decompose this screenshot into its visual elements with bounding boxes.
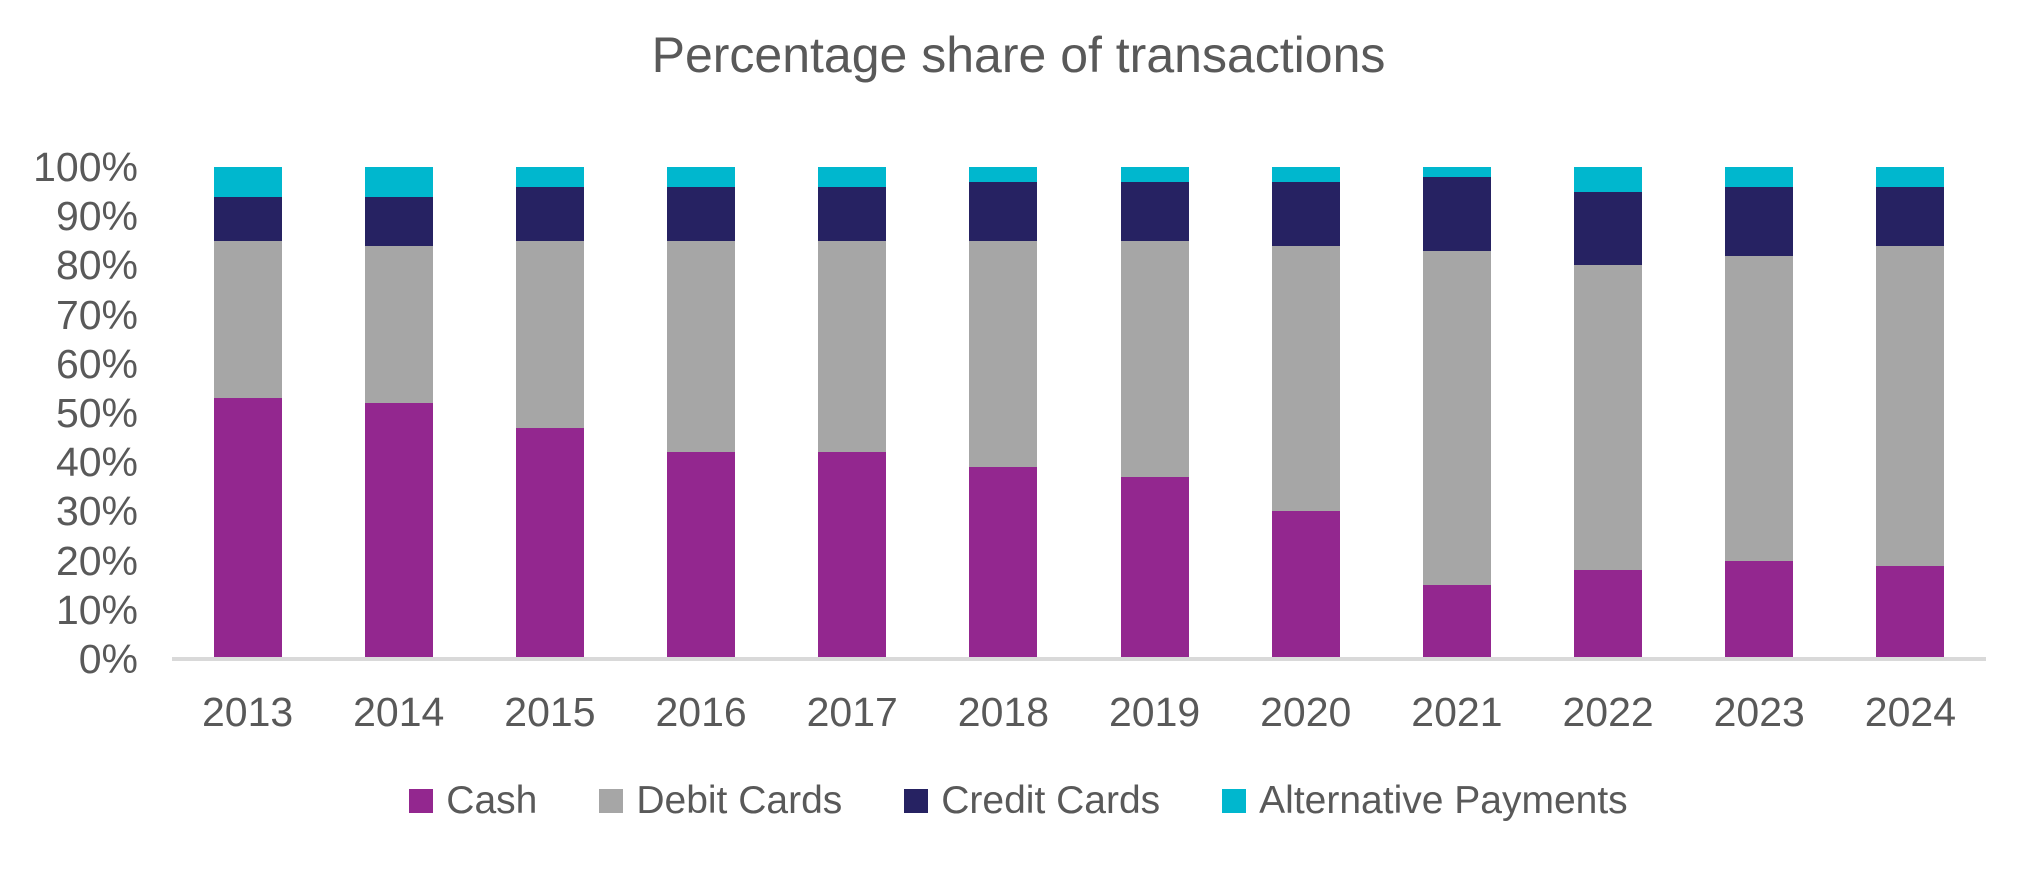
bar-2014 xyxy=(364,167,433,659)
bar-2018 xyxy=(969,167,1038,659)
segment-debit-cards-2017 xyxy=(818,240,887,453)
y-tick-70%: 70% xyxy=(55,291,138,338)
segment-debit-cards-2021 xyxy=(1422,250,1491,586)
segment-cash-2024 xyxy=(1876,565,1945,659)
segment-cash-2022 xyxy=(1574,570,1643,659)
segment-alternative-payments-2013 xyxy=(213,167,282,197)
segment-alternative-payments-2017 xyxy=(818,167,887,187)
x-tick-2015: 2015 xyxy=(504,689,596,735)
y-tick-40%: 40% xyxy=(55,439,138,486)
segment-debit-cards-2020 xyxy=(1271,245,1340,512)
segment-cash-2015 xyxy=(515,427,584,659)
legend-label-alternative-payments: Alternative Payments xyxy=(1259,779,1628,822)
x-tick-2013: 2013 xyxy=(201,689,294,735)
segment-credit-cards-2014 xyxy=(364,196,433,246)
x-tick-2024: 2024 xyxy=(1864,689,1957,735)
segment-cash-2014 xyxy=(364,403,433,659)
segment-credit-cards-2020 xyxy=(1271,181,1340,246)
segment-cash-2018 xyxy=(969,467,1038,659)
x-tick-2014: 2014 xyxy=(353,689,445,735)
segment-debit-cards-2023 xyxy=(1725,255,1794,561)
bar-2020 xyxy=(1271,167,1340,659)
segment-credit-cards-2022 xyxy=(1574,191,1643,266)
segment-debit-cards-2022 xyxy=(1574,265,1643,571)
x-tick-2020: 2020 xyxy=(1260,689,1352,735)
segment-credit-cards-2017 xyxy=(818,186,887,241)
y-tick-20%: 20% xyxy=(55,537,138,584)
y-tick-30%: 30% xyxy=(55,488,138,535)
y-tick-80%: 80% xyxy=(55,242,138,289)
segment-credit-cards-2024 xyxy=(1876,186,1945,246)
legend-item-credit-cards: Credit Cards xyxy=(904,779,1160,823)
segment-debit-cards-2013 xyxy=(213,240,282,399)
legend: Cash Debit Cards Credit Cards Alternative P… xyxy=(0,779,2037,823)
segment-alternative-payments-2014 xyxy=(364,167,433,197)
x-tick-2018: 2018 xyxy=(957,689,1050,735)
y-tick-0%: 0% xyxy=(78,636,138,682)
bar-2019 xyxy=(1120,167,1189,659)
segment-cash-2013 xyxy=(213,398,282,659)
segment-debit-cards-2015 xyxy=(515,240,584,428)
segment-alternative-payments-2021 xyxy=(1422,167,1491,177)
y-tick-60%: 60% xyxy=(55,340,138,387)
bar-2022 xyxy=(1574,167,1643,659)
bar-2024 xyxy=(1876,167,1945,659)
legend-label-credit-cards: Credit Cards xyxy=(941,779,1161,822)
legend-label-cash: Cash xyxy=(446,779,538,822)
segment-credit-cards-2016 xyxy=(667,186,736,241)
segment-debit-cards-2019 xyxy=(1120,240,1189,477)
x-tick-2022: 2022 xyxy=(1562,689,1654,735)
legend-item-alternative-payments: Alternative Payments xyxy=(1222,779,1628,823)
segment-alternative-payments-2015 xyxy=(515,167,584,187)
legend-item-cash: Cash xyxy=(409,779,537,823)
segment-alternative-payments-2016 xyxy=(667,167,736,187)
y-tick-10%: 10% xyxy=(55,586,138,633)
y-tick-90%: 90% xyxy=(55,193,138,240)
legend-swatch-debit-cards xyxy=(599,789,624,813)
legend-label-debit-cards: Debit Cards xyxy=(636,779,843,822)
x-tick-2016: 2016 xyxy=(655,689,747,735)
legend-swatch-credit-cards xyxy=(904,789,929,813)
bar-2016 xyxy=(667,167,736,659)
x-tick-2019: 2019 xyxy=(1108,689,1201,735)
y-tick-50%: 50% xyxy=(55,390,138,436)
chart-title: Percentage share of transactions xyxy=(651,27,1386,83)
segment-alternative-payments-2023 xyxy=(1725,167,1794,187)
x-axis-line xyxy=(172,657,1986,661)
bar-2021 xyxy=(1422,167,1491,659)
segment-debit-cards-2024 xyxy=(1876,245,1945,566)
y-tick-100%: 100% xyxy=(33,144,138,190)
segment-cash-2020 xyxy=(1271,511,1340,659)
x-tick-2017: 2017 xyxy=(806,689,898,735)
segment-credit-cards-2013 xyxy=(213,196,282,241)
bar-2015 xyxy=(515,167,584,659)
segment-alternative-payments-2019 xyxy=(1120,167,1189,182)
bar-2013 xyxy=(213,167,282,659)
legend-swatch-cash xyxy=(409,789,434,813)
segment-credit-cards-2018 xyxy=(969,181,1038,241)
segment-cash-2021 xyxy=(1422,585,1491,659)
segment-credit-cards-2021 xyxy=(1422,176,1491,251)
segment-alternative-payments-2024 xyxy=(1876,167,1945,187)
segment-alternative-payments-2020 xyxy=(1271,167,1340,182)
bar-2023 xyxy=(1725,167,1794,659)
legend-swatch-alternative-payments xyxy=(1222,789,1247,813)
segment-debit-cards-2014 xyxy=(364,245,433,404)
legend-item-debit-cards: Debit Cards xyxy=(599,779,842,823)
x-tick-2023: 2023 xyxy=(1713,689,1805,735)
segment-cash-2019 xyxy=(1120,476,1189,659)
segment-debit-cards-2018 xyxy=(969,240,1038,468)
bar-2017 xyxy=(818,167,887,659)
segment-credit-cards-2023 xyxy=(1725,186,1794,256)
segment-cash-2016 xyxy=(667,452,736,659)
segment-debit-cards-2016 xyxy=(667,240,736,453)
segment-alternative-payments-2018 xyxy=(969,167,1038,182)
segment-credit-cards-2019 xyxy=(1120,181,1189,241)
segment-alternative-payments-2022 xyxy=(1574,167,1643,192)
segment-credit-cards-2015 xyxy=(515,186,584,241)
segment-cash-2023 xyxy=(1725,560,1794,659)
segment-cash-2017 xyxy=(818,452,887,659)
x-tick-2021: 2021 xyxy=(1411,689,1503,735)
